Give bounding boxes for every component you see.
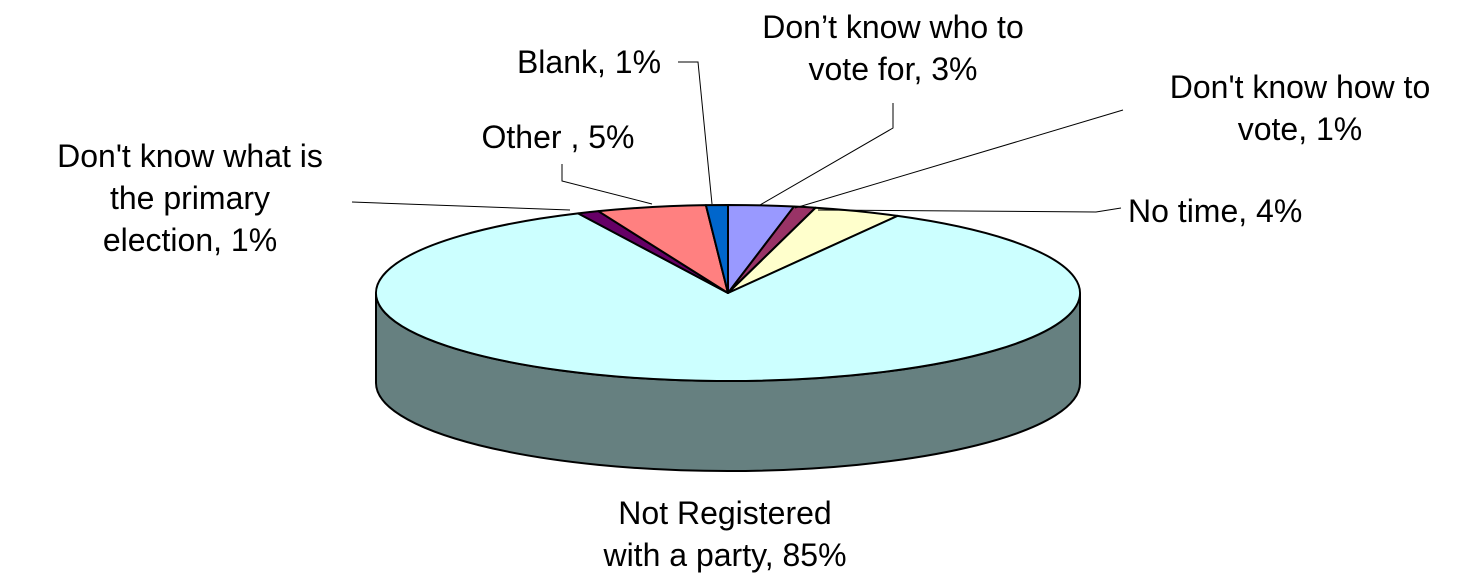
leader-line-6 [678, 61, 713, 205]
slice-label-line: Don't know how to [1170, 69, 1430, 105]
slice-label-0: Don’t know who to vote for, 3% [762, 9, 1023, 87]
pie-slice-6 [704, 204, 729, 294]
pie-slices [375, 204, 1081, 382]
slice-label-line: Blank, 1% [517, 44, 661, 80]
leader-line-4 [351, 201, 571, 211]
slice-label-line: Other , 5% [482, 119, 635, 155]
slice-label-2: No time, 4% [1128, 193, 1302, 229]
slice-label-5: Other , 5% [482, 119, 635, 155]
slice-label-line: election, 1% [103, 222, 277, 258]
slice-label-6: Blank, 1% [517, 44, 661, 80]
slice-label-line: with a party, 85% [602, 537, 846, 573]
slice-label-line: Not Registered [618, 495, 831, 531]
slice-label-line: Don’t know who to [762, 9, 1023, 45]
slice-label-line: vote, 1% [1238, 111, 1363, 147]
slice-label-1: Don't know how to vote, 1% [1170, 69, 1430, 147]
leader-line-5 [561, 164, 653, 205]
leader-line-1 [794, 109, 1124, 209]
slice-label-3: Not Registered with a party, 85% [602, 495, 846, 573]
pie-slice-3 [375, 212, 1081, 382]
leader-line-2 [817, 207, 1122, 213]
slice-label-line: the primary [110, 180, 270, 216]
leader-line-0 [759, 103, 894, 206]
slice-label-line: Don't know what is [57, 138, 323, 174]
slice-label-4: Don't know what is the primary election, 1… [57, 138, 323, 258]
leader-lines [351, 61, 1124, 213]
slice-label-line: No time, 4% [1128, 193, 1302, 229]
slice-labels: Don’t know who to vote for, 3% Don't know … [57, 9, 1430, 573]
slice-label-line: vote for, 3% [809, 51, 978, 87]
